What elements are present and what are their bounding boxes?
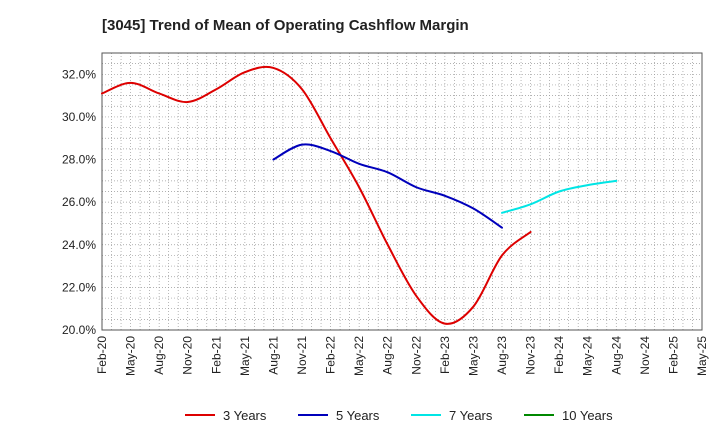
x-tick-label: Nov-21 (295, 336, 309, 375)
legend-label-5-years: 5 Years (336, 408, 380, 423)
x-tick-label: Feb-20 (95, 336, 109, 374)
x-tick-label: May-25 (695, 336, 709, 376)
y-tick-label: 26.0% (62, 195, 96, 209)
y-tick-label: 24.0% (62, 238, 96, 252)
series-line-3-years (101, 65, 532, 325)
x-tick-label: May-22 (352, 336, 366, 376)
x-tick-label: Nov-22 (409, 336, 423, 375)
y-tick-label: 20.0% (62, 323, 96, 337)
x-tick-label: May-21 (238, 336, 252, 376)
y-tick-label: 32.0% (62, 67, 96, 81)
y-tick-label: 28.0% (62, 153, 96, 167)
x-tick-label: Nov-20 (181, 336, 195, 375)
x-tick-label: Nov-24 (638, 336, 652, 375)
x-tick-label: Feb-23 (438, 336, 452, 374)
series-line-7-years (501, 179, 618, 214)
legend: 3 Years 5 Years 7 Years 10 Years (185, 408, 613, 423)
y-tick-label: 22.0% (62, 280, 96, 294)
x-tick-label: Aug-20 (152, 336, 166, 375)
series-line-5-years (272, 143, 503, 229)
x-tick-label: May-23 (466, 336, 480, 376)
x-tick-label: Aug-22 (381, 336, 395, 375)
x-tick-label: Feb-21 (209, 336, 223, 374)
x-tick-label: May-20 (124, 336, 138, 376)
x-tick-label: Feb-24 (552, 336, 566, 374)
y-tick-label: 30.0% (62, 110, 96, 124)
x-tick-label: Aug-23 (495, 336, 509, 375)
plot-area: 20.0% 22.0% 24.0% 26.0% 28.0% 30.0% 32.0% Feb-2… (62, 52, 709, 376)
legend-label-7-years: 7 Years (449, 408, 493, 423)
x-tick-label: Nov-23 (524, 336, 538, 375)
x-tick-label: Aug-24 (609, 336, 623, 375)
x-tick-label: May-24 (581, 336, 595, 376)
legend-label-10-years: 10 Years (562, 408, 613, 423)
plot-frame (101, 52, 703, 331)
x-tick-label: Aug-21 (266, 336, 280, 375)
legend-label-3-years: 3 Years (223, 408, 267, 423)
x-tick-label: Feb-22 (324, 336, 338, 374)
chart-title: [3045] Trend of Mean of Operating Cashfl… (102, 17, 469, 34)
x-tick-label: Feb-25 (666, 336, 680, 374)
